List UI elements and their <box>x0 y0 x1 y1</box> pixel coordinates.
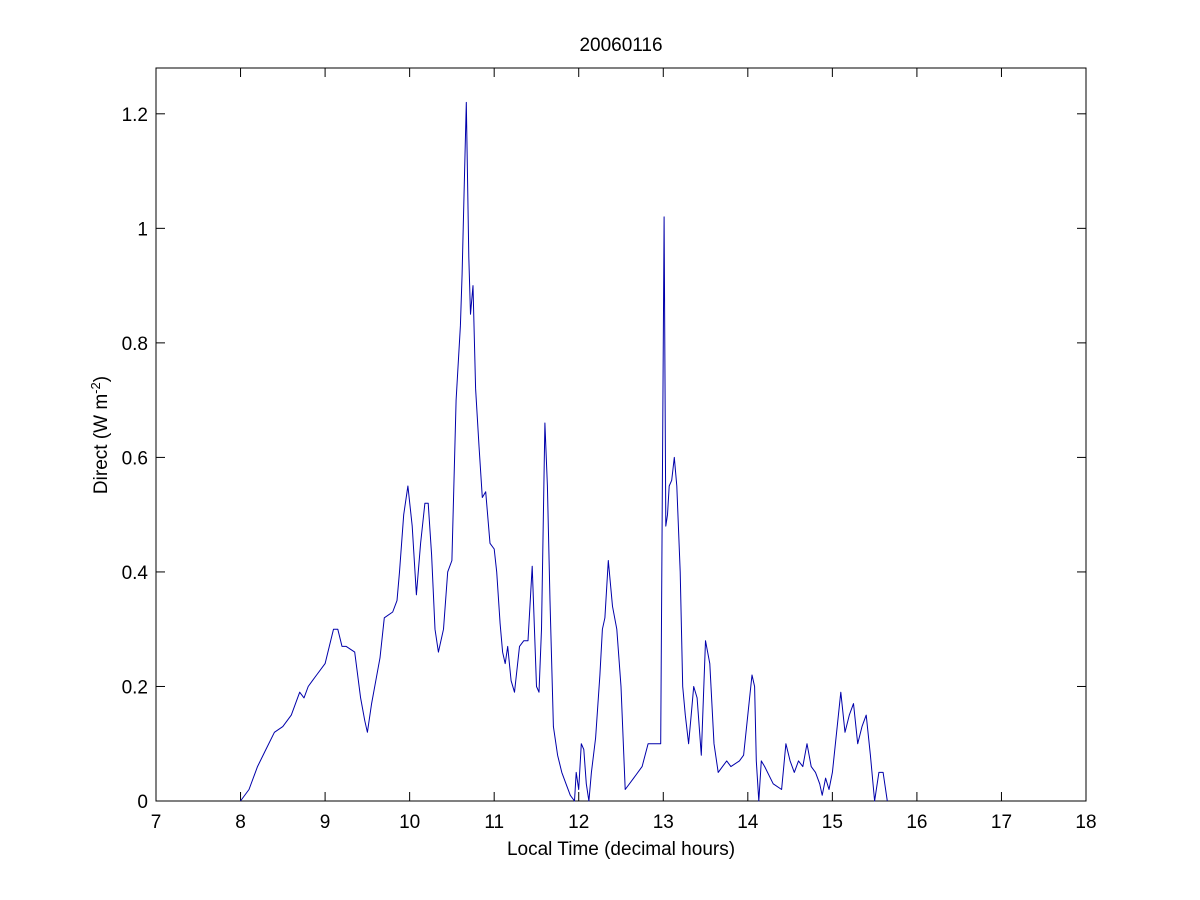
x-tick-label: 8 <box>235 812 246 833</box>
x-tick-label: 7 <box>151 812 162 833</box>
x-tick-label: 18 <box>1075 812 1096 833</box>
y-tick-label: 1.2 <box>122 105 148 126</box>
y-tick-label: 0.2 <box>122 677 148 698</box>
y-axis-label: Direct (W m-2) <box>88 376 113 494</box>
x-tick-label: 15 <box>822 812 843 833</box>
x-tick-label: 11 <box>484 812 504 833</box>
y-tick-label: 1 <box>137 219 148 240</box>
x-tick-label: 16 <box>906 812 927 833</box>
x-axis-label: Local Time (decimal hours) <box>507 839 735 860</box>
y-tick-label: 0 <box>137 792 148 813</box>
y-tick-label: 0.4 <box>122 563 149 584</box>
y-axis-label-close: ) <box>91 376 112 382</box>
x-tick-label: 17 <box>991 812 1012 833</box>
y-tick-label: 0.8 <box>122 334 148 355</box>
x-axis-ticks: 7 8 9 10 11 12 13 14 15 16 17 18 <box>151 68 1097 833</box>
x-tick-label: 9 <box>320 812 331 833</box>
chart-title: 20060116 <box>579 35 662 56</box>
y-axis-ticks: 0 0.2 0.4 0.6 0.8 1 1.2 <box>122 105 1086 813</box>
x-tick-label: 14 <box>737 812 759 833</box>
svg-text:Direct (W m-2): Direct (W m-2) <box>88 376 113 494</box>
series-layer <box>240 101 888 802</box>
y-axis-label-superscript: -2 <box>88 382 103 394</box>
plot-area <box>155 67 1087 802</box>
x-tick-label: 10 <box>399 812 420 833</box>
x-tick-label: 13 <box>653 812 674 833</box>
series-line <box>240 101 888 802</box>
x-tick-label: 12 <box>568 812 589 833</box>
y-axis-label-main: Direct (W m <box>91 394 112 494</box>
y-tick-label: 0.6 <box>122 448 148 469</box>
